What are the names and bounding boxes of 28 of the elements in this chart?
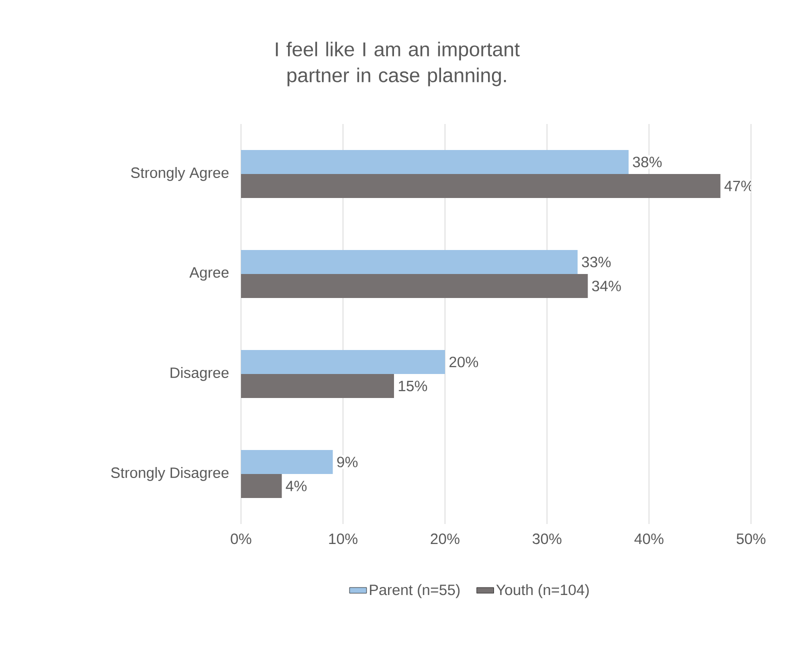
x-tick-label: 10% [329,534,358,544]
data-label: 20% [449,356,478,368]
chart-title: I feel like I am an important partner in case planning. [276,42,520,86]
y-tick-label: Strongly Disagree [111,467,229,481]
x-tick-label: 0% [230,534,252,544]
data-label: 38% [632,156,662,168]
x-tick-label: 40% [634,534,664,544]
bar [241,250,578,274]
y-tick-label: Strongly Agree [131,167,229,181]
bar [241,350,446,374]
y-tick-label: Disagree [170,367,229,381]
bar [241,450,333,474]
data-label: 33% [582,256,611,268]
legend-label: Youth (n=104) [496,584,589,598]
bar [241,374,394,398]
bar [241,474,282,498]
x-tick-label: 30% [532,534,562,544]
data-label: 4% [286,480,307,492]
x-tick-label: 20% [430,534,460,544]
x-tick-label: 50% [736,534,766,544]
bar [241,150,629,174]
data-label: 9% [337,456,358,468]
data-label: 34% [592,280,621,292]
y-tick-label: Agree [189,267,229,281]
bar [241,174,720,198]
legend-label: Parent (n=55) [370,584,460,598]
data-label: 15% [398,380,428,392]
bar [241,274,588,298]
